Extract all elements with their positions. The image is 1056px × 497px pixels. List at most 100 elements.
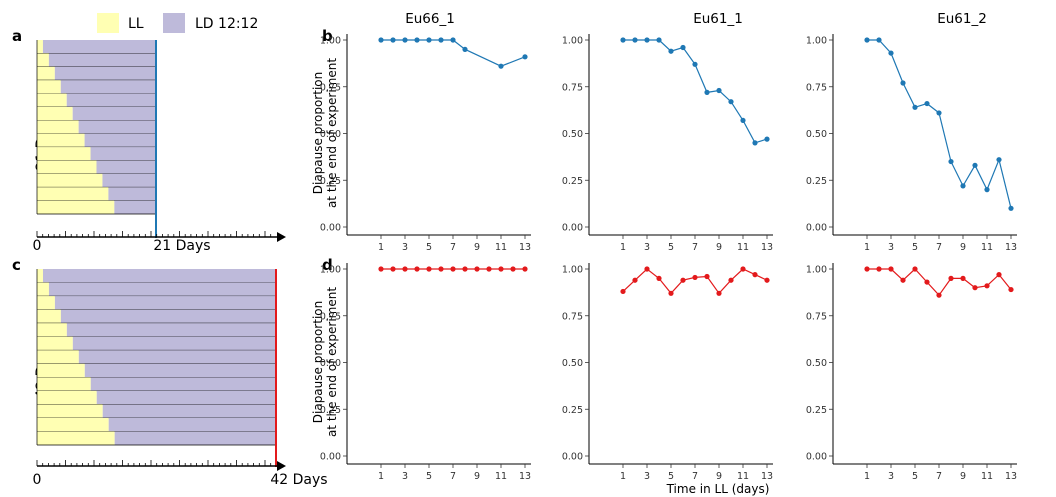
schematic-ll-segment bbox=[37, 147, 91, 161]
x-tick-label: 3 bbox=[402, 242, 408, 253]
schematic-ll-segment bbox=[37, 417, 109, 432]
schematic-ld-segment bbox=[54, 296, 276, 310]
schematic-ld-segment bbox=[48, 53, 156, 67]
x-tick-label: 7 bbox=[450, 471, 456, 482]
x-tick-label: 9 bbox=[474, 242, 480, 253]
data-point bbox=[390, 37, 396, 43]
data-point bbox=[692, 61, 698, 67]
schematic-ld-segment bbox=[108, 417, 276, 432]
y-tick-label: 0.75 bbox=[562, 82, 583, 93]
x-tick-label: 13 bbox=[1005, 471, 1017, 482]
data-point bbox=[864, 37, 870, 43]
schematic-ll-segment bbox=[37, 350, 79, 364]
data-point bbox=[716, 87, 722, 94]
data-point bbox=[462, 266, 468, 272]
schematic-ld-segment bbox=[72, 106, 156, 121]
data-point bbox=[888, 266, 894, 272]
x-tick-label: 1 bbox=[378, 471, 384, 482]
time-axis-arrowhead bbox=[277, 232, 286, 242]
data-point bbox=[390, 266, 396, 272]
data-point bbox=[438, 37, 444, 43]
schematic-ld-segment bbox=[60, 80, 156, 94]
panel-label-c: c bbox=[12, 256, 21, 274]
y-tick-label: 0.25 bbox=[562, 405, 583, 416]
x-tick-label: 1 bbox=[864, 471, 870, 482]
data-point bbox=[752, 140, 758, 146]
schematic-ld-segment bbox=[54, 66, 156, 81]
data-point bbox=[620, 37, 626, 43]
x-tick-label: 3 bbox=[888, 242, 894, 253]
y-tick-label: 0.25 bbox=[320, 176, 341, 187]
schematic-ld-segment bbox=[108, 187, 156, 201]
data-point bbox=[752, 272, 758, 278]
panel-label-b: b bbox=[322, 27, 333, 45]
data-point bbox=[984, 187, 990, 193]
y-tick-label: 0.75 bbox=[320, 311, 341, 322]
data-point bbox=[912, 104, 918, 110]
data-point bbox=[426, 266, 432, 272]
column-title-3: Eu61_2 bbox=[937, 11, 987, 27]
x-tick-label: 7 bbox=[936, 471, 942, 482]
y-tick-label: 0.00 bbox=[320, 223, 341, 234]
data-point bbox=[632, 37, 638, 43]
schematic-panel-a: a 21 Days 0 21 Days bbox=[12, 27, 286, 254]
data-point bbox=[644, 37, 650, 43]
ylabel-b-line2: at the end of experiment bbox=[325, 58, 339, 208]
x-tick-label: 13 bbox=[761, 471, 773, 482]
y-tick-label: 1.00 bbox=[320, 265, 341, 276]
schematic-ll-segment bbox=[37, 404, 103, 418]
legend: LL LD 12:12 bbox=[97, 13, 258, 33]
data-point bbox=[912, 266, 918, 272]
x-tick-label: 11 bbox=[737, 471, 749, 482]
y-tick-label: 0.00 bbox=[320, 452, 341, 463]
data-point bbox=[984, 283, 990, 289]
y-tick-label: 0.50 bbox=[320, 129, 341, 140]
schematic-ll-segment bbox=[37, 187, 109, 201]
x-tick-label: 3 bbox=[644, 471, 650, 482]
x-tick-label: 1 bbox=[378, 242, 384, 253]
schematic-bars-a bbox=[36, 40, 157, 215]
schematic-ld-segment bbox=[48, 282, 277, 297]
x-tick-label: 3 bbox=[644, 242, 650, 253]
y-tick-label: 1.00 bbox=[806, 36, 827, 47]
data-point bbox=[716, 290, 722, 296]
x-tick-label: 1 bbox=[620, 242, 626, 253]
ylabel-d-line2: at the end of experiment bbox=[325, 287, 339, 437]
schematic-ll-segment bbox=[37, 80, 61, 94]
data-point bbox=[474, 266, 480, 272]
y-tick-label: 0.00 bbox=[562, 223, 583, 234]
column-title-1: Eu66_1 bbox=[405, 11, 455, 27]
data-point bbox=[936, 110, 942, 116]
schematic-ll-segment bbox=[37, 200, 115, 214]
x-tick-label: 9 bbox=[716, 471, 722, 482]
data-point bbox=[1008, 286, 1014, 293]
schematic-bars-c bbox=[36, 269, 277, 446]
schematic-ll-segment bbox=[37, 269, 43, 283]
series-line bbox=[867, 39, 1012, 209]
x-tick-label: 7 bbox=[692, 242, 698, 253]
y-tick-label: 0.50 bbox=[562, 358, 583, 369]
y-tick-label: 0.25 bbox=[320, 405, 341, 416]
chart-panel-b-3: 0.000.250.500.751.001 3 5 7 9 11 13 bbox=[806, 34, 1017, 253]
schematic-ld-segment bbox=[84, 363, 276, 378]
y-tick-label: 0.00 bbox=[562, 452, 583, 463]
y-tick-label: 0.50 bbox=[320, 358, 341, 369]
data-point bbox=[462, 46, 468, 52]
data-point bbox=[876, 266, 882, 272]
data-point bbox=[972, 285, 978, 291]
data-point bbox=[378, 37, 384, 43]
data-point bbox=[692, 274, 698, 281]
schematic-ll-segment bbox=[37, 160, 97, 174]
schematic-ll-segment bbox=[37, 66, 55, 81]
data-point bbox=[620, 288, 626, 295]
data-point bbox=[522, 54, 528, 60]
schematic-ld-segment bbox=[102, 173, 156, 188]
data-point bbox=[960, 183, 966, 189]
schematic-ll-segment bbox=[37, 53, 49, 67]
schematic-panel-c: c 42 Days 0 42 Days bbox=[12, 256, 328, 488]
schematic-ld-segment bbox=[114, 200, 156, 214]
data-point bbox=[900, 277, 906, 283]
data-point bbox=[498, 266, 504, 272]
schematic-ld-segment bbox=[78, 120, 156, 134]
